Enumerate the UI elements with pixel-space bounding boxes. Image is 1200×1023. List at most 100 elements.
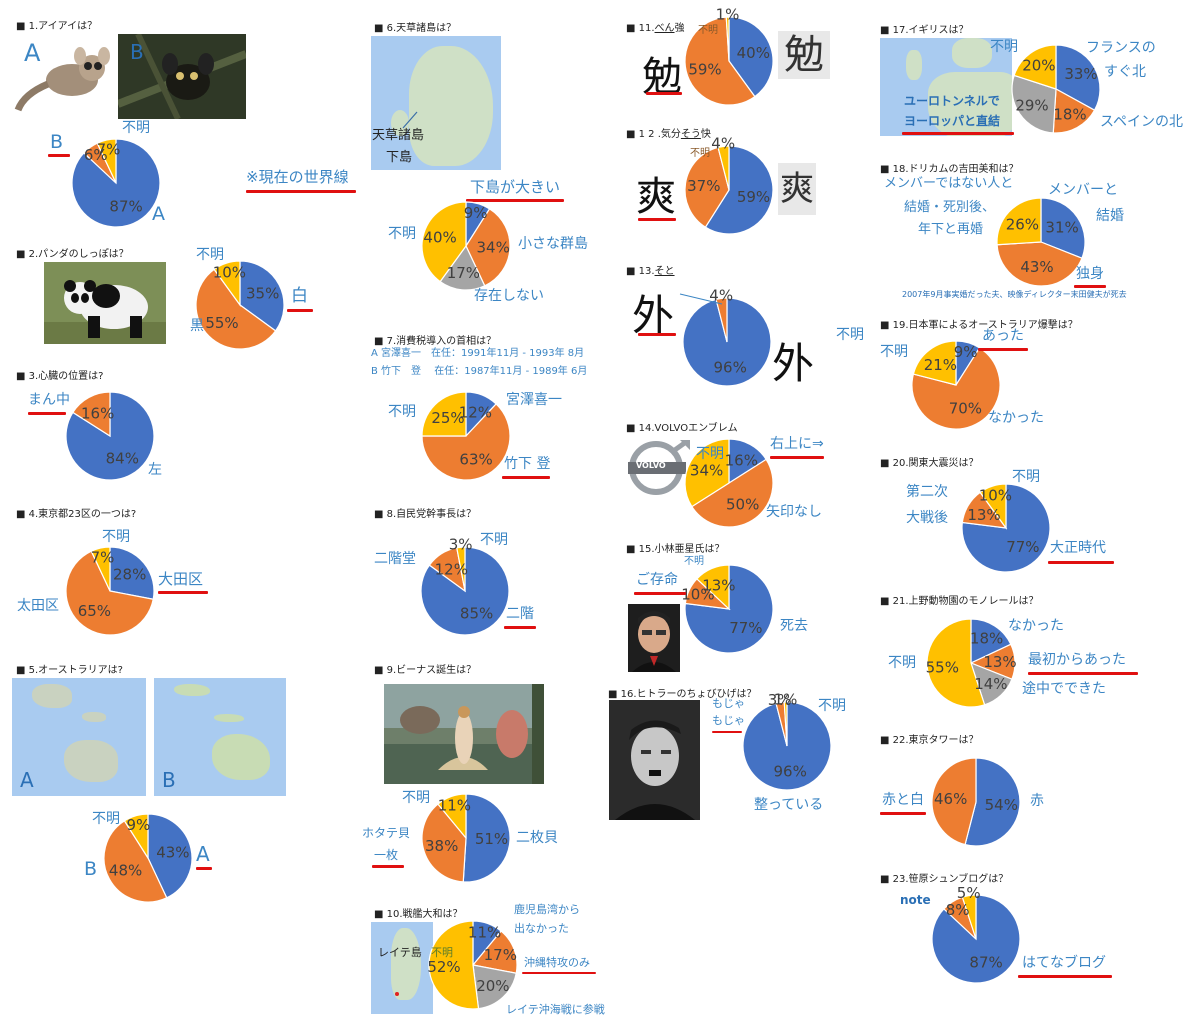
q23-pie-chart: 87% 8%5% [931, 884, 1021, 984]
aye-aye-photo-a [14, 34, 114, 114]
q7-slice-1 [421, 403, 511, 481]
q17-title: ■ 17.イギリスは？ [880, 25, 969, 36]
q4-title: ■ 4.東京都23区の一つは? [16, 509, 137, 520]
q4-slice-1 [65, 550, 154, 636]
q8-label-unknown: 不明 [480, 532, 508, 548]
q2-slice-2 [213, 260, 241, 307]
q20-title: ■ 20.関東大震災は？ [880, 458, 979, 469]
q13-slice-label-1: 4% [709, 287, 733, 305]
q23-label-hatena: はてなブログ [1022, 955, 1106, 971]
q18-slice-2 [996, 197, 1042, 246]
q1-label-b-top: B [130, 40, 144, 64]
q10-title: ■ 10.戦艦大和は？ [374, 909, 463, 920]
q8-pie-chart: 85% 12% 3% [420, 536, 510, 636]
q15-slice-label-1: 10% [681, 585, 714, 603]
q9-slice-2 [437, 793, 467, 840]
q1-note: ※現在の世界線 [246, 168, 349, 186]
q12-title-underlined: そう [680, 129, 701, 140]
q20-slice-label-0: 77% [1006, 538, 1039, 556]
q7-slice-label-1: 63% [459, 450, 492, 468]
q20-pie-chart: 77% 13% 10% [961, 483, 1051, 573]
q3-slice-1 [72, 391, 111, 438]
q4-slice-label-2: 7% [91, 549, 115, 567]
q16-label-moja2: もじゃ [712, 714, 745, 727]
q21-slice-label-0: 18% [970, 630, 1003, 648]
q10-label-okinawa: 沖縄特攻のみ [524, 956, 590, 969]
q18-label-notmember1: メンバーではない人と [884, 176, 1014, 191]
q1-slice-label-1: 6% [84, 146, 108, 164]
q5-slice-label-1: 48% [109, 861, 142, 879]
q18-slice-label-0: 31% [1045, 219, 1078, 237]
q17-label-tunnel2: ヨーロッパと直結 [904, 114, 1001, 128]
q10-slice-1 [471, 930, 518, 974]
q11-title-prefix: ■ 11. [626, 23, 655, 34]
q17-slice-label-3: 20% [1022, 57, 1055, 75]
q13-slice-0 [682, 297, 772, 387]
q3-label-left: 左 [148, 462, 162, 478]
q13-slice-label-0: 96% [714, 358, 747, 376]
q1-label-b: B [50, 131, 64, 153]
q21-slice-label-2: 14% [974, 675, 1007, 693]
q19-slice-2 [912, 340, 957, 386]
q5-pie-chart: 43% 48% 9% [103, 813, 193, 903]
q10-map-leyte: レイテ島 [378, 946, 422, 959]
kobayashi-photo [628, 604, 680, 672]
aye-aye-photo-b [118, 34, 246, 119]
q8-title: ■ 8.自民党幹事長は？ [374, 509, 477, 520]
q22-slice-label-1: 46% [934, 790, 967, 808]
q18-label-single: 独身 [1076, 266, 1104, 282]
q17-pie-chart: 33% 18% 29% 20% [1011, 44, 1101, 134]
q5-label-b: B [84, 858, 98, 880]
q10-label-kagoshima1: 鹿児島湾から [514, 903, 580, 916]
q1-label-a: A [152, 203, 165, 225]
q1-slice-label-2: 7% [97, 141, 121, 159]
q22-slice-label-0: 54% [985, 796, 1018, 814]
q13-title-prefix: ■ 13. [626, 266, 655, 277]
q20-label-ww2a: 第二次 [906, 484, 948, 500]
q8-label-nikai: 二階 [506, 606, 534, 622]
q2-slice-label-1: 55% [205, 314, 238, 332]
q12-slice-label-1: 37% [687, 177, 720, 195]
q13-slice-1 [715, 297, 728, 343]
q1-slice-label-0: 87% [109, 197, 142, 215]
q11-label-unknown: 不明 [698, 25, 718, 36]
q16-slice-2 [783, 701, 788, 747]
q12-slice-0 [704, 145, 774, 235]
q16-label-moja1: もじゃ [712, 697, 745, 710]
q21-label-no: なかった [1008, 618, 1064, 634]
q18-slice-label-2: 26% [1006, 216, 1039, 234]
q7-label-miyazawa: 宮澤喜一 [506, 392, 562, 408]
q10-slice-3 [428, 920, 480, 1010]
q12-slice-label-2: 4% [711, 135, 735, 153]
q9-slice-0 [462, 793, 511, 883]
q21-slice-label-3: 55% [926, 659, 959, 677]
q23-title: ■ 23.笹原シュンブログは？ [880, 874, 1009, 885]
q20-label-ww2b: 大戦後 [906, 510, 948, 526]
q18-label-notmember3: 年下と再婚 [918, 222, 984, 237]
q17-slice-1 [1052, 88, 1096, 134]
q23-slice-2 [961, 894, 977, 940]
q5-slice-label-0: 43% [156, 843, 189, 861]
q21-slice-0 [970, 618, 1012, 664]
q11-title: ■ 11.べん強 [626, 19, 685, 34]
q18-slice-1 [996, 241, 1083, 287]
q6-label-none: 存在しない [474, 288, 544, 304]
q19-slice-label-0: 9% [954, 343, 978, 361]
q2-label-unknown: 不明 [196, 247, 224, 263]
q10-slice-2 [472, 964, 517, 1010]
kyushu-map [371, 36, 501, 170]
q5-slice-1 [103, 820, 168, 903]
q11-title-suffix: 強 [674, 23, 685, 34]
q7-slice-2 [421, 391, 467, 437]
q11-slice-label-0: 40% [737, 44, 770, 62]
q2-label-white: 白 [291, 286, 308, 306]
q18-label-notmember2: 結婚・死別後、 [904, 200, 996, 215]
q16-slice-label-1: 3% [768, 691, 792, 709]
q19-title: ■ 19.日本軍によるオーストラリア爆撃は？ [880, 320, 1078, 331]
q6-map-amakusa: 天草諸島 [372, 128, 425, 143]
q9-slice-label-2: 11% [438, 797, 471, 815]
q15-pie-chart: 77% 10%13% [681, 564, 774, 654]
q12-label-unknown: 不明 [690, 148, 710, 159]
q14-slice-2 [684, 438, 730, 508]
q14-slice-0 [728, 438, 767, 485]
